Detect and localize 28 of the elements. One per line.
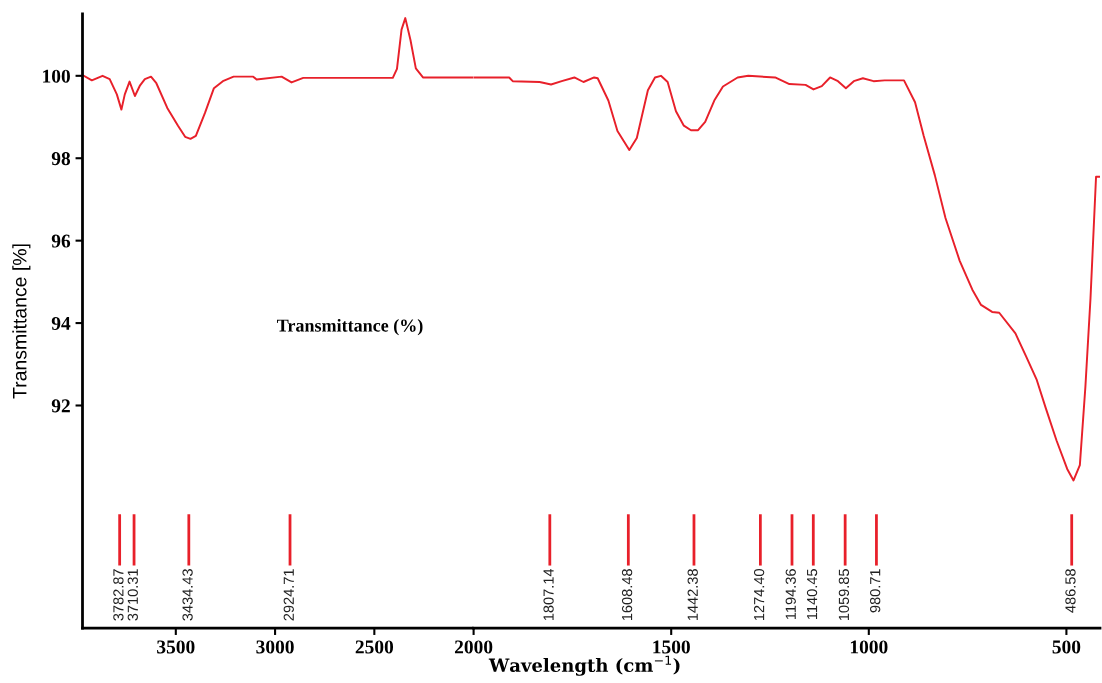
ref-line-label: 1059.85 <box>838 569 850 621</box>
ref-line-label: 3782.87 <box>113 569 124 621</box>
x-tick-label: 2000 <box>454 640 493 654</box>
x-tick-label: 500 <box>1052 640 1081 654</box>
ref-line-label: 486.58 <box>1065 569 1076 613</box>
ref-line-label: 1194.36 <box>785 569 796 619</box>
ref-line-label: 1140.45 <box>806 569 818 619</box>
ref-line-label: 2924.71 <box>283 569 294 621</box>
y-tick-label: 94 <box>51 316 71 331</box>
ref-line-label: 1274.40 <box>753 569 765 621</box>
x-tick-label: 3000 <box>256 640 294 654</box>
x-axis-title: Wavelength (cm$^{−1}$) <box>488 655 680 676</box>
annotation: Transmittance (%) <box>277 318 423 336</box>
ref-line-label: 1608.48 <box>621 569 633 621</box>
y-tick-label: 92 <box>51 399 70 413</box>
x-tick-label: 1000 <box>850 640 888 654</box>
y-tick-label: 96 <box>51 234 71 248</box>
ref-line-label: 3710.31 <box>127 569 138 621</box>
y-tick-label: 98 <box>51 152 71 166</box>
x-tick-label: 2500 <box>355 640 394 654</box>
ref-line-label: 3434.43 <box>182 569 193 621</box>
y-tick-label: 100 <box>43 69 70 83</box>
x-tick-label: 3500 <box>157 640 195 654</box>
ref-line-label: 980.71 <box>870 569 881 613</box>
ref-line-label: 1442.38 <box>687 569 698 621</box>
x-tick-label: 1500 <box>653 640 690 654</box>
ref-line-label: 1807.14 <box>543 568 554 621</box>
y-axis-title: Transmittance [%] <box>12 244 31 399</box>
